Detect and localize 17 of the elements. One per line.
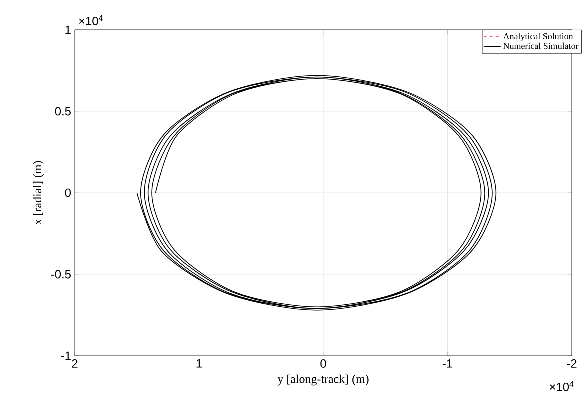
y-tick-label: 0.5: [55, 107, 71, 116]
text: ×10$^{4}$: [79, 16, 103, 26]
x-tick-label: 1: [196, 360, 202, 368]
y-tick-label: -1: [61, 352, 71, 360]
legend-label: Numerical Simulator: [504, 42, 579, 50]
y-axis-title: x [radial] (m): [33, 161, 44, 226]
x-tick-label: -2: [567, 360, 577, 368]
y-tick-label: 1: [66, 26, 71, 34]
y-tick-label: -0.5: [51, 270, 71, 279]
legend-label: Analytical Solution: [503, 33, 574, 42]
x-tick-label: -1: [442, 360, 452, 368]
x-tick-label: 2: [72, 360, 78, 368]
line-series: [136, 75, 497, 311]
y-tick-label: 0: [65, 188, 72, 198]
x-tick-label: 0: [320, 360, 326, 368]
x-axis-title: y [along-track] (m): [278, 374, 369, 386]
text: ×10$^{4}$: [550, 381, 574, 392]
